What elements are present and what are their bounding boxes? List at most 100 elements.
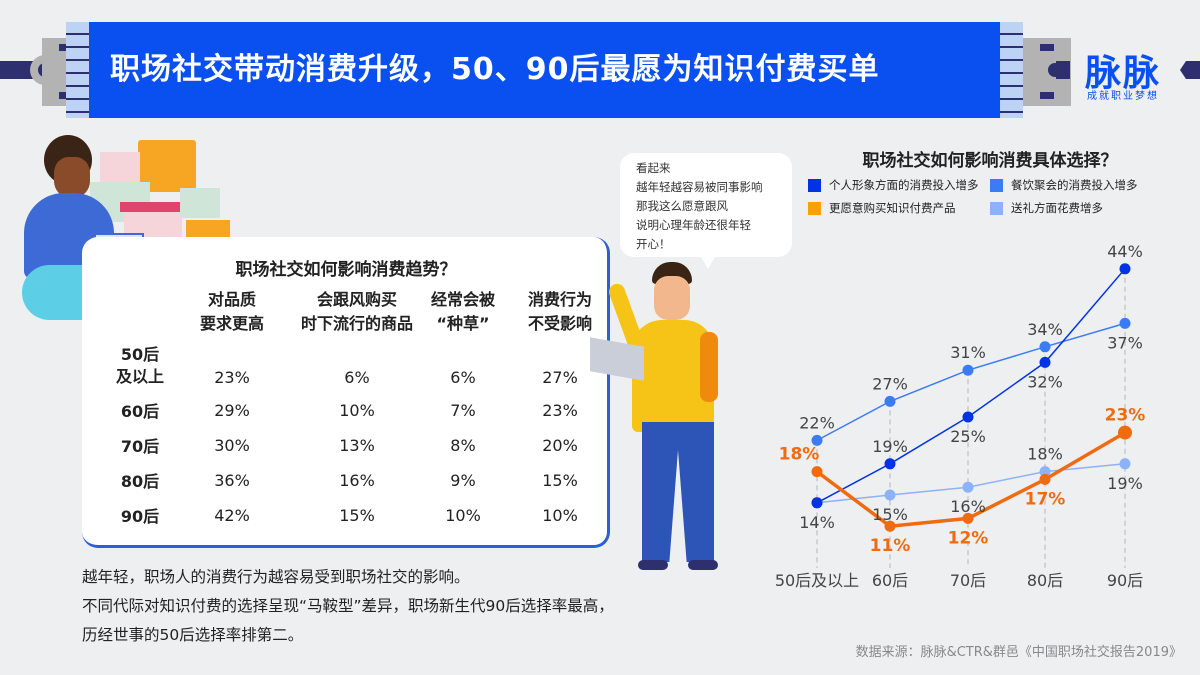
data-point xyxy=(884,395,896,407)
data-point xyxy=(1039,356,1051,368)
table-cell: 29% xyxy=(214,401,250,420)
data-point xyxy=(1039,466,1051,478)
banner-strip-left xyxy=(66,22,89,118)
data-label: 12% xyxy=(948,528,989,548)
line-chart: 50后及以上 60后 70后 80后 90后 15% 16% 18% 19% 22% 27% 31% 3… xyxy=(775,242,1146,590)
row-label-line: 70后 xyxy=(120,437,160,456)
note-line-1: 越年轻，职场人的消费行为越容易受到职场社交的影响。 xyxy=(82,568,470,586)
data-point xyxy=(1119,263,1131,275)
table-cell: 6% xyxy=(450,368,476,387)
table-cell: 23% xyxy=(214,368,250,387)
data-point xyxy=(884,520,896,532)
data-point xyxy=(962,364,974,376)
cable-far-right xyxy=(1180,61,1200,79)
data-point xyxy=(811,466,823,478)
row-label: 70后 xyxy=(110,436,170,458)
bubble-line: 说明心理年龄还很年轻 xyxy=(636,218,751,232)
column-header: 经常会被 “种草” xyxy=(398,288,528,336)
data-point xyxy=(811,497,823,509)
table-cell: 6% xyxy=(344,368,370,387)
data-label: 34% xyxy=(1027,320,1063,339)
note-line-3: 历经世事的50后选择率排第二。 xyxy=(82,626,304,644)
data-source: 数据来源：脉脉&CTR&群邑《中国职场社交报告2019》 xyxy=(855,645,1182,660)
x-tick-label: 50后及以上 xyxy=(775,571,859,590)
x-tick-label: 90后 xyxy=(1107,571,1143,590)
data-point xyxy=(1039,473,1051,485)
column-header-line: 会跟风购买 xyxy=(316,290,397,309)
data-point xyxy=(1118,425,1132,440)
legend-item: 送礼方面花费增多 xyxy=(990,200,1103,216)
data-label: 18% xyxy=(1027,445,1063,464)
table-cell: 10% xyxy=(542,506,578,525)
bubble-line: 开心！ xyxy=(636,237,671,251)
data-point xyxy=(884,458,896,470)
data-label: 22% xyxy=(799,413,835,432)
column-header: 会跟风购买时下流行的商品 xyxy=(292,288,422,336)
column-header-line: 经常会被 xyxy=(430,290,495,309)
column-header-line: 对品质 xyxy=(207,290,256,309)
data-point xyxy=(811,434,823,446)
page-title: 职场社交带动消费升级，50、90后最愿为知识付费买单 xyxy=(110,52,880,87)
data-point xyxy=(1119,317,1131,329)
table-cell: 10% xyxy=(339,401,375,420)
row-label-line: 50后 xyxy=(120,345,160,364)
legend-item: 更愿意购买知识付费产品 xyxy=(808,200,956,216)
bubble-line: 越年轻越容易被同事影响 xyxy=(636,180,763,194)
column-header-line: 要求更高 xyxy=(199,314,264,333)
table-cell: 16% xyxy=(339,471,375,490)
legend-label: 个人形象方面的消费投入增多 xyxy=(829,178,979,192)
row-label-line: 60后 xyxy=(120,402,160,421)
table-cell: 8% xyxy=(450,436,476,455)
data-label: 16% xyxy=(950,497,986,516)
legend-label: 餐饮聚会的消费投入增多 xyxy=(1011,178,1138,192)
thinking-man-illustration xyxy=(590,262,730,574)
data-label: 23% xyxy=(1105,406,1146,426)
data-label: 18% xyxy=(779,445,820,465)
table-cell: 23% xyxy=(542,401,578,420)
data-label: 44% xyxy=(1107,242,1143,261)
table-cell: 36% xyxy=(214,471,250,490)
table-cell: 27% xyxy=(542,368,578,387)
bubble-line: 看起来 xyxy=(636,161,671,175)
data-label: 31% xyxy=(950,343,986,362)
table-cell: 9% xyxy=(450,471,476,490)
cable-right xyxy=(1056,61,1070,79)
data-label: 11% xyxy=(870,536,911,556)
data-label: 19% xyxy=(1107,474,1143,493)
data-label: 19% xyxy=(872,437,908,456)
data-point xyxy=(1039,341,1051,353)
column-header-line: 消费行为 xyxy=(527,290,592,309)
table-cell: 10% xyxy=(445,506,481,525)
data-point xyxy=(1119,458,1131,470)
legend-label: 送礼方面花费增多 xyxy=(1011,201,1103,215)
row-label: 60后 xyxy=(110,401,170,423)
data-label: 37% xyxy=(1107,333,1143,352)
column-header-line: “种草” xyxy=(436,314,490,333)
row-label: 90后 xyxy=(110,506,170,528)
legend-item: 餐饮聚会的消费投入增多 xyxy=(990,177,1138,193)
row-label-line: 90后 xyxy=(120,507,160,526)
column-header: 消费行为 不受影响 xyxy=(495,288,625,336)
table-cell: 42% xyxy=(214,506,250,525)
logo-slogan: 成就职业梦想 xyxy=(1087,91,1159,102)
data-point xyxy=(884,489,896,501)
row-label: 80后 xyxy=(110,471,170,493)
data-label: 14% xyxy=(799,513,835,532)
table-cell: 30% xyxy=(214,436,250,455)
speech-bubble: 看起来 越年轻越容易被同事影响 那我这么愿意跟风 说明心理年龄还很年轻 开心！ xyxy=(620,153,792,257)
data-label: 32% xyxy=(1027,372,1063,391)
data-label: 25% xyxy=(950,427,986,446)
banner-strip-right xyxy=(1000,22,1023,118)
x-tick-label: 60后 xyxy=(872,571,908,590)
table-cell: 15% xyxy=(542,471,578,490)
legend-swatch xyxy=(808,201,821,215)
table-cell: 15% xyxy=(339,506,375,525)
table-cell: 13% xyxy=(339,436,375,455)
logo: 脉脉 xyxy=(1085,53,1162,94)
row-label-line: 及以上 xyxy=(115,367,164,386)
bubble-line: 那我这么愿意跟风 xyxy=(636,199,728,213)
data-label: 17% xyxy=(1025,489,1066,509)
column-header-line: 时下流行的商品 xyxy=(300,314,413,333)
column-header-line: 不受影响 xyxy=(527,314,592,333)
data-point xyxy=(962,512,974,524)
